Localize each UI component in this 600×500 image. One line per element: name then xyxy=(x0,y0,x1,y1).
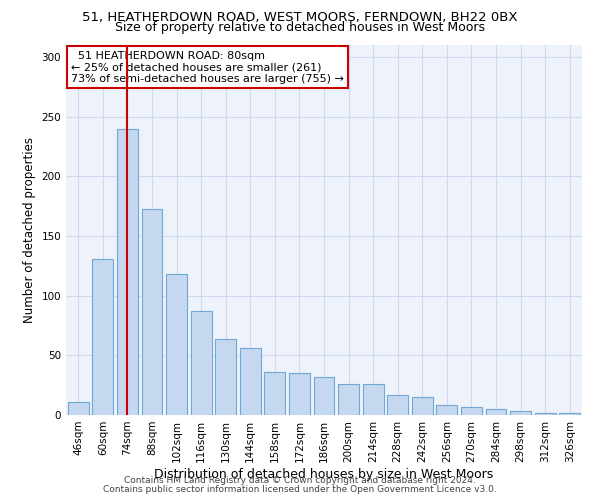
Bar xyxy=(215,338,236,415)
Bar xyxy=(338,384,359,415)
Bar xyxy=(559,412,580,415)
Bar xyxy=(289,373,310,415)
Bar xyxy=(117,128,138,415)
Bar xyxy=(265,372,286,415)
Bar xyxy=(387,394,408,415)
Bar xyxy=(240,348,261,415)
Bar xyxy=(436,406,457,415)
Bar xyxy=(461,406,482,415)
Text: 51, HEATHERDOWN ROAD, WEST MOORS, FERNDOWN, BH22 0BX: 51, HEATHERDOWN ROAD, WEST MOORS, FERNDO… xyxy=(82,11,518,24)
Bar xyxy=(510,412,531,415)
Bar xyxy=(314,377,334,415)
Bar xyxy=(535,412,556,415)
Bar xyxy=(191,311,212,415)
Bar xyxy=(166,274,187,415)
Text: Contains public sector information licensed under the Open Government Licence v3: Contains public sector information licen… xyxy=(103,484,497,494)
Text: 51 HEATHERDOWN ROAD: 80sqm
← 25% of detached houses are smaller (261)
73% of sem: 51 HEATHERDOWN ROAD: 80sqm ← 25% of deta… xyxy=(71,50,344,84)
Bar xyxy=(412,397,433,415)
Bar xyxy=(92,258,113,415)
Y-axis label: Number of detached properties: Number of detached properties xyxy=(23,137,36,323)
Bar xyxy=(485,409,506,415)
X-axis label: Distribution of detached houses by size in West Moors: Distribution of detached houses by size … xyxy=(154,468,494,480)
Bar xyxy=(362,384,383,415)
Text: Contains HM Land Registry data © Crown copyright and database right 2024.: Contains HM Land Registry data © Crown c… xyxy=(124,476,476,485)
Bar xyxy=(142,208,163,415)
Text: Size of property relative to detached houses in West Moors: Size of property relative to detached ho… xyxy=(115,22,485,35)
Bar xyxy=(68,402,89,415)
